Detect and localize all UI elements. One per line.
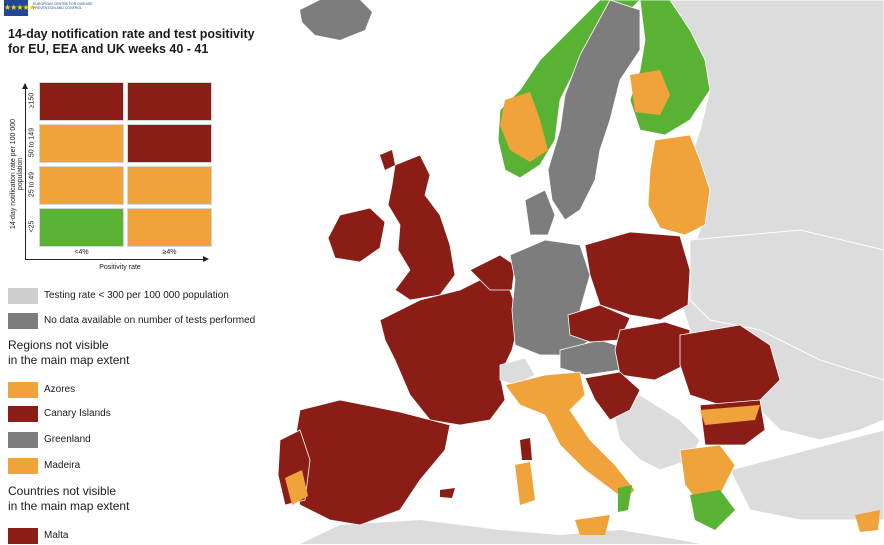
finland-south-orange xyxy=(630,70,670,115)
greece-south-green xyxy=(690,490,735,530)
sicily xyxy=(575,515,610,535)
north-africa-land xyxy=(300,520,700,544)
matrix-row-label: 25 to 49 xyxy=(28,171,36,198)
matrix-grid xyxy=(39,82,213,248)
spain xyxy=(289,399,451,526)
scotland-islands xyxy=(380,150,395,170)
ecdc-logo: ★★★★★ EUROPEAN CENTRE FOR DISEASE PREVEN… xyxy=(0,0,93,22)
matrix-cell xyxy=(39,82,124,121)
matrix-cell xyxy=(39,208,124,247)
legend-swatch xyxy=(8,313,38,329)
country-label: Malta xyxy=(44,530,69,541)
iceland xyxy=(300,0,372,40)
france xyxy=(379,274,521,426)
legend-swatch xyxy=(8,288,38,304)
matrix-cell xyxy=(127,124,212,163)
sardinia xyxy=(515,462,535,505)
matrix-cell xyxy=(127,166,212,205)
matrix-x-axis-label: Positivity rate xyxy=(99,264,141,271)
matrix-row-label: 50 to 149 xyxy=(28,127,36,158)
corsica xyxy=(520,438,532,460)
matrix-row-label: <25 xyxy=(28,220,36,233)
region-label: Greenland xyxy=(44,434,91,445)
countries-heading: Countries not visible in the main map ex… xyxy=(8,484,130,513)
country-swatch xyxy=(8,528,38,544)
ireland xyxy=(327,207,386,263)
cyprus xyxy=(855,510,880,532)
matrix-y-axis-label: 14-day notification rate per 100 000 pop… xyxy=(10,118,24,230)
region-swatch xyxy=(8,458,38,474)
regions-heading: Regions not visible in the main map exte… xyxy=(8,338,130,367)
baltics xyxy=(647,134,711,236)
matrix-col-label: ≥4% xyxy=(162,249,177,256)
region-swatch xyxy=(8,382,38,398)
matrix-row-label: ≥150 xyxy=(28,92,36,109)
region-label: Azores xyxy=(44,384,76,395)
map-title-line-2: for EU, EEA and UK weeks 40 - 41 xyxy=(8,42,209,56)
region-label: Canary Islands xyxy=(44,408,111,419)
italy xyxy=(504,371,636,501)
region-swatch xyxy=(8,432,38,448)
region-label: Madeira xyxy=(44,460,81,471)
calabria-green xyxy=(618,485,632,512)
turkey-land xyxy=(729,429,884,521)
great-britain xyxy=(387,154,456,301)
balearic xyxy=(440,488,455,498)
matrix-cell xyxy=(39,166,124,205)
matrix-col-label: <4% xyxy=(74,249,89,256)
legend-label: Testing rate < 300 per 100 000 populatio… xyxy=(44,290,229,301)
matrix-cell xyxy=(39,124,124,163)
matrix-cell xyxy=(127,82,212,121)
map-title: 14-day notification rate and test positi… xyxy=(8,27,308,57)
legend-label: No data available on number of tests per… xyxy=(44,315,256,326)
portugal-orange-region xyxy=(285,470,308,505)
region-swatch xyxy=(8,406,38,422)
denmark xyxy=(524,189,556,236)
eu-stars: ★★★★★ xyxy=(4,3,36,12)
slovenia-croatia xyxy=(584,371,641,421)
bulgaria-orange xyxy=(700,405,760,425)
eu-flag-icon xyxy=(4,0,28,16)
logo-organisation-text: EUROPEAN CENTRE FOR DISEASE PREVENTION A… xyxy=(33,2,93,10)
ukraine-belarus-land xyxy=(689,229,884,381)
norway-south-orange xyxy=(500,92,548,162)
matrix-x-axis-arrow xyxy=(25,256,209,262)
benelux xyxy=(469,254,516,291)
slovakia-hungary xyxy=(614,321,691,381)
sweden xyxy=(547,0,641,221)
matrix-cell xyxy=(127,208,212,247)
matrix-y-axis-arrow xyxy=(22,83,28,259)
poland xyxy=(584,231,691,321)
map-title-line-1: 14-day notification rate and test positi… xyxy=(8,27,255,41)
